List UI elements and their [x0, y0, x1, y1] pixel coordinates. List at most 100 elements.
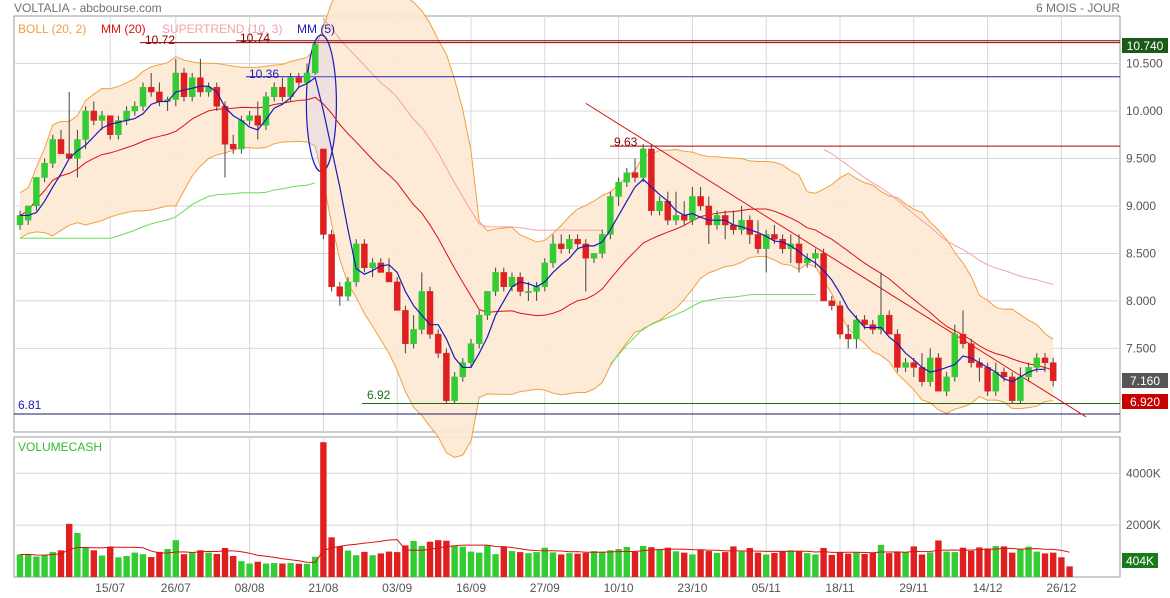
- volume-bar: [66, 523, 73, 577]
- supertrend-segment: [610, 354, 619, 365]
- candle-body: [926, 357, 934, 382]
- supertrend-segment: [159, 219, 168, 223]
- supertrend-segment: [396, 97, 406, 109]
- supertrend-segment: [1036, 279, 1046, 283]
- volume-bar: [845, 553, 852, 577]
- candle-body: [910, 362, 918, 368]
- supertrend-segment: [290, 185, 299, 188]
- volume-bar: [213, 553, 220, 577]
- candle-body: [533, 286, 540, 292]
- volume-bar: [361, 551, 368, 577]
- candle-body: [352, 243, 360, 283]
- supertrend-segment: [683, 305, 693, 312]
- volume-bar: [599, 551, 606, 577]
- volume-bar: [418, 545, 425, 577]
- supertrend-segment: [839, 159, 849, 166]
- candle-body: [246, 115, 253, 121]
- supertrend-segment: [479, 223, 488, 228]
- candle-body: [459, 362, 467, 378]
- volume-bar: [353, 555, 360, 577]
- volume-bar: [623, 546, 630, 577]
- volume-bar: [312, 556, 319, 577]
- candle-body: [484, 291, 491, 316]
- x-tick-label: 29/11: [899, 581, 928, 595]
- candle-body: [147, 86, 155, 93]
- volume-bar: [410, 540, 417, 577]
- volume-bar: [886, 553, 893, 577]
- volume-bar: [976, 547, 983, 577]
- x-tick-label: 26/07: [161, 581, 191, 595]
- volume-bar: [853, 552, 860, 577]
- candle-body: [295, 77, 303, 83]
- volume-bar: [123, 556, 130, 577]
- candle-body: [935, 357, 942, 392]
- candle-body: [238, 120, 245, 150]
- supertrend-segment: [528, 228, 537, 231]
- supertrend-segment: [388, 89, 398, 98]
- supertrend-segment: [872, 182, 882, 189]
- supertrend-segment: [511, 226, 521, 229]
- candle-body: [598, 234, 606, 254]
- volume-bar: [664, 547, 671, 577]
- volume-bar: [648, 547, 655, 577]
- candle-body: [779, 238, 786, 249]
- volume-bar: [992, 546, 999, 577]
- volume-bar: [877, 544, 885, 577]
- supertrend-segment: [1012, 272, 1021, 277]
- volume-bar: [16, 554, 24, 577]
- tag-high-bg: [1122, 38, 1168, 53]
- volume-bar: [385, 551, 393, 577]
- candle-body: [287, 77, 294, 97]
- volume-bar: [984, 548, 991, 577]
- supertrend-segment: [364, 65, 373, 75]
- supertrend-segment: [938, 234, 947, 242]
- volume-bar: [894, 552, 901, 577]
- volume-bar: [689, 554, 696, 577]
- volume-bar: [959, 547, 967, 577]
- candle-body: [139, 86, 147, 107]
- x-tick-label: 05/11: [752, 581, 781, 595]
- volume-bar: [771, 552, 778, 577]
- candle-body: [393, 281, 401, 311]
- supertrend-segment: [134, 226, 144, 231]
- candle-body: [943, 376, 950, 392]
- candle-body: [656, 200, 663, 211]
- volume-bar: [525, 553, 532, 577]
- candle-body: [57, 139, 65, 154]
- supertrend-segment: [151, 221, 160, 225]
- x-tick-label: 21/08: [308, 581, 338, 595]
- level-label-9-63: 9.63: [614, 135, 638, 149]
- supertrend-segment: [970, 254, 980, 261]
- y-tick-label: 10.500: [1126, 56, 1163, 70]
- bollinger-upper: [19, 0, 1054, 340]
- bollinger-layer: [19, 0, 1054, 458]
- volume-bar: [459, 546, 466, 577]
- volume-bar: [541, 547, 548, 577]
- tag-last: 7.160: [1130, 374, 1160, 388]
- x-tick-label: 23/10: [677, 581, 707, 595]
- supertrend-segment: [323, 18, 332, 29]
- volume-bar: [722, 552, 729, 577]
- volume-bar: [90, 550, 97, 577]
- x-tick-label: 18/11: [825, 581, 854, 595]
- candle-body: [992, 371, 1000, 392]
- supertrend-segment: [946, 240, 956, 246]
- volume-bar: [631, 551, 639, 577]
- supertrend-segment: [700, 299, 709, 303]
- supertrend-segment: [692, 301, 701, 307]
- candle-body: [853, 319, 860, 340]
- volume-bar: [221, 547, 229, 577]
- candle-body: [467, 343, 475, 363]
- candle-body: [418, 291, 426, 330]
- candle-body: [861, 319, 868, 325]
- x-tick-label: 26/12: [1046, 581, 1076, 595]
- volume-bar: [812, 554, 819, 577]
- volume-bar: [443, 540, 450, 577]
- volume-bar: [615, 549, 622, 577]
- candle-body: [385, 272, 393, 283]
- supertrend-segment: [659, 317, 668, 322]
- volume-bar: [795, 551, 803, 577]
- candle-body: [123, 110, 130, 121]
- candle-body: [902, 362, 909, 368]
